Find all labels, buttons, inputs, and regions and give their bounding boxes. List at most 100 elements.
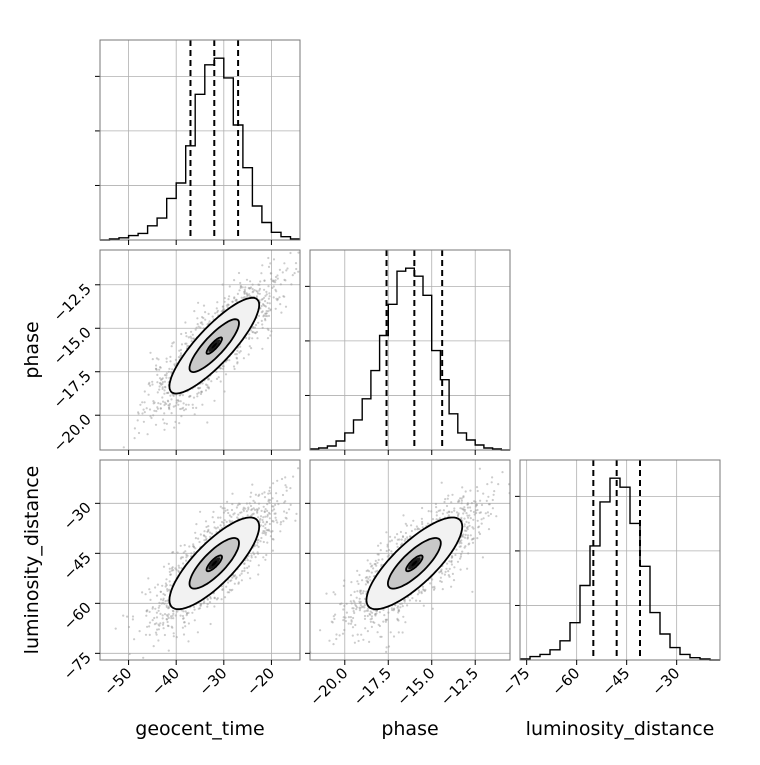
sample-point xyxy=(163,403,166,407)
sample-point xyxy=(171,566,174,569)
sample-point xyxy=(183,621,186,624)
sample-point xyxy=(159,612,162,616)
sample-point xyxy=(271,279,274,282)
sample-point xyxy=(194,328,197,331)
sample-point xyxy=(193,413,196,416)
sample-point xyxy=(267,256,270,260)
sample-point xyxy=(158,385,161,388)
sample-point xyxy=(206,421,209,424)
density-content xyxy=(122,229,336,449)
sample-point xyxy=(467,521,470,524)
x-axis-label-geocent_time: geocent_time xyxy=(135,718,264,740)
sample-point xyxy=(352,616,355,620)
sample-point xyxy=(385,531,388,534)
sample-point xyxy=(233,367,236,371)
sample-point xyxy=(262,540,265,544)
sample-point xyxy=(226,508,229,512)
sample-point xyxy=(235,576,238,579)
sample-point xyxy=(205,537,208,540)
sample-point xyxy=(397,619,400,622)
sample-point xyxy=(247,353,250,356)
sample-point xyxy=(260,536,263,540)
sample-point xyxy=(193,608,196,611)
sample-point xyxy=(243,288,246,291)
sample-point xyxy=(174,567,177,570)
sample-point xyxy=(480,503,484,507)
sample-point xyxy=(361,605,364,608)
sample-point xyxy=(261,492,264,495)
sample-point xyxy=(274,307,277,310)
sample-point xyxy=(177,399,180,402)
sample-point xyxy=(452,579,456,582)
sample-point xyxy=(196,392,199,395)
sample-point xyxy=(344,620,347,623)
sample-point xyxy=(341,632,345,635)
sample-point xyxy=(347,622,350,625)
sample-point xyxy=(271,530,274,533)
sample-point xyxy=(233,512,236,515)
sample-point xyxy=(354,603,357,606)
sample-point xyxy=(268,522,271,526)
sample-point xyxy=(243,567,246,570)
sample-point xyxy=(411,597,414,600)
sample-point xyxy=(382,620,385,623)
sample-point xyxy=(219,380,222,383)
sample-point xyxy=(165,614,169,617)
sample-point xyxy=(233,296,236,299)
panel-frame xyxy=(309,249,511,451)
sample-point xyxy=(169,573,172,576)
sample-point xyxy=(274,279,277,282)
sample-point xyxy=(377,544,380,547)
sample-point xyxy=(184,610,187,613)
sample-point xyxy=(401,605,404,608)
sample-point xyxy=(276,500,279,503)
sample-point xyxy=(478,531,481,534)
sample-point xyxy=(491,498,494,502)
sample-point xyxy=(361,592,364,595)
sample-point xyxy=(469,489,472,492)
sample-point xyxy=(466,528,469,531)
sample-point xyxy=(190,337,193,340)
sample-point xyxy=(221,283,224,286)
sample-point xyxy=(368,575,371,579)
sample-point xyxy=(170,398,173,401)
sample-point xyxy=(334,229,336,231)
sample-point xyxy=(250,514,253,517)
sample-point xyxy=(269,262,272,265)
sample-point xyxy=(136,419,139,422)
sample-point xyxy=(269,492,272,495)
sample-point xyxy=(239,286,242,289)
sample-point xyxy=(199,392,203,396)
sample-point xyxy=(163,613,167,616)
sample-point xyxy=(244,286,247,289)
sample-point xyxy=(148,625,151,628)
sample-point xyxy=(256,337,259,340)
sample-point xyxy=(146,625,149,628)
sample-point xyxy=(161,382,164,385)
sample-point xyxy=(184,321,187,324)
x-tick-label-geocent_time: −20 xyxy=(243,664,278,699)
sample-point xyxy=(155,410,158,413)
sample-point xyxy=(304,507,306,509)
sample-point xyxy=(381,558,384,561)
sample-point xyxy=(431,518,435,521)
sample-point xyxy=(353,641,356,644)
sample-point xyxy=(179,544,182,547)
sample-point xyxy=(226,591,229,594)
sample-point xyxy=(435,518,438,521)
sample-point xyxy=(151,619,154,622)
sample-point xyxy=(239,511,242,514)
sample-point xyxy=(261,518,264,522)
sample-point xyxy=(438,517,441,520)
sample-point xyxy=(148,588,151,591)
sample-point xyxy=(256,551,259,554)
sample-point xyxy=(264,319,267,322)
sample-point xyxy=(153,616,156,620)
sample-point xyxy=(166,620,169,624)
sample-point xyxy=(274,516,277,519)
sample-point xyxy=(196,395,199,398)
sample-point xyxy=(261,297,264,301)
y-tick-label-luminosity_distance: −75 xyxy=(60,648,95,683)
sample-point xyxy=(467,516,470,519)
